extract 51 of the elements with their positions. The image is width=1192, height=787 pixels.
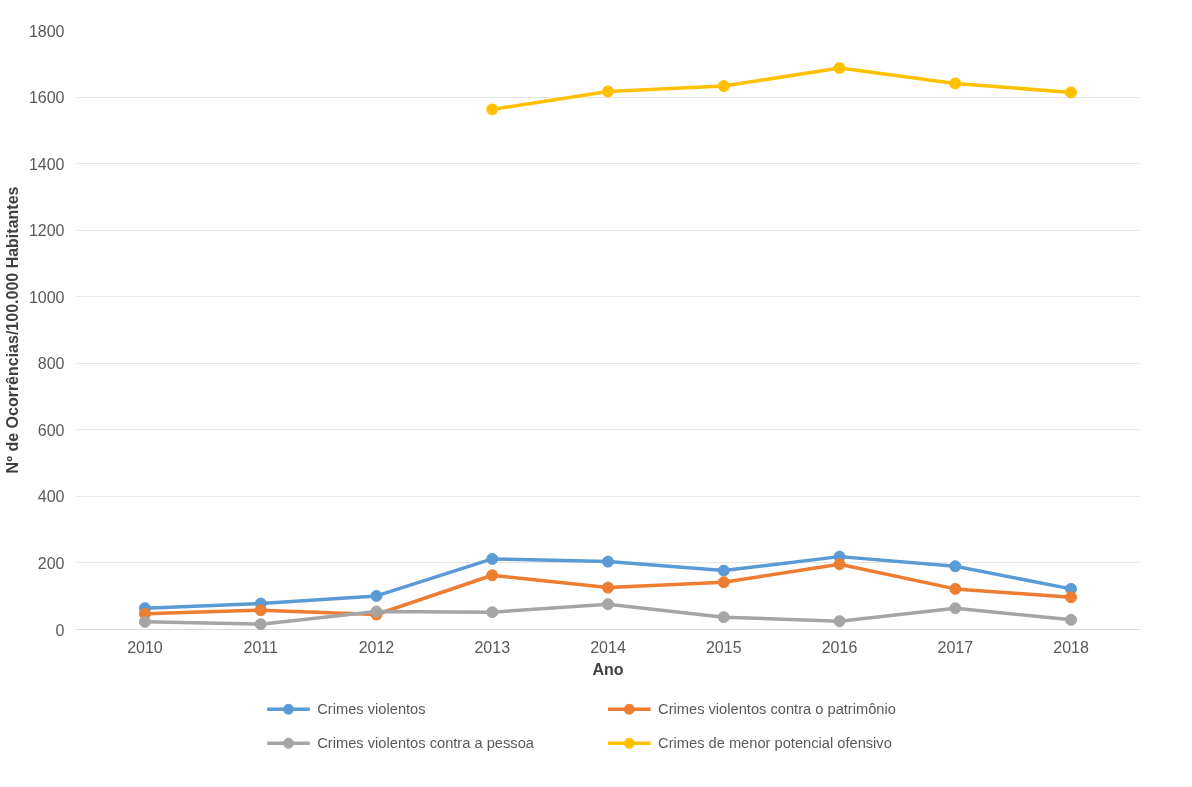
point	[602, 598, 614, 611]
y-axis-title: Nº de Ocorrências/100.000 Habitantes	[3, 186, 21, 474]
point	[1065, 86, 1078, 99]
x-tick-label: 2017	[937, 638, 974, 656]
point	[486, 103, 499, 116]
point	[949, 582, 962, 595]
x-tick-label: 2013	[474, 638, 511, 656]
point	[1065, 613, 1078, 626]
point	[486, 606, 499, 619]
x-tick-label: 2016	[821, 638, 858, 656]
point	[717, 576, 730, 589]
point	[486, 552, 499, 565]
legend-label: Crimes de menor potencial ofensivo	[658, 735, 892, 752]
point	[370, 589, 383, 602]
point	[833, 558, 846, 571]
x-tick-label: 2010	[127, 638, 163, 656]
y-tick-label: 200	[37, 554, 65, 572]
point	[254, 618, 267, 631]
point	[717, 80, 730, 93]
x-tick-label: 2014	[590, 638, 626, 656]
point	[949, 77, 962, 90]
point	[486, 569, 499, 582]
y-tick-label: 1600	[28, 89, 65, 107]
point	[717, 611, 730, 624]
point	[1065, 591, 1078, 604]
x-tick-label: 2018	[1053, 638, 1089, 656]
legend-label: Crimes violentos contra o patrimônio	[658, 701, 896, 718]
y-tick-label: 800	[37, 355, 65, 373]
x-axis-title: Ano	[592, 660, 624, 678]
point	[254, 604, 267, 617]
point	[602, 555, 614, 568]
y-tick-label: 1400	[28, 155, 65, 173]
point	[833, 615, 846, 628]
legend-label: Crimes violentos contra a pessoa	[317, 735, 535, 752]
y-tick-label: 0	[55, 621, 65, 639]
x-tick-label: 2011	[243, 638, 279, 656]
y-tick-label: 400	[37, 488, 65, 506]
y-tick-label: 1800	[28, 22, 65, 40]
legend-label: Crimes violentos	[317, 701, 426, 718]
point	[717, 564, 730, 577]
point	[602, 85, 614, 98]
point	[138, 615, 151, 628]
y-tick-label: 600	[37, 421, 65, 439]
y-tick-label: 1200	[28, 222, 65, 240]
x-tick-label: 2015	[705, 638, 742, 656]
x-tick-label: 2012	[358, 638, 395, 656]
point	[949, 560, 962, 573]
point	[949, 602, 962, 615]
y-tick-label: 1000	[28, 288, 65, 306]
point	[602, 581, 614, 594]
point	[833, 62, 846, 75]
